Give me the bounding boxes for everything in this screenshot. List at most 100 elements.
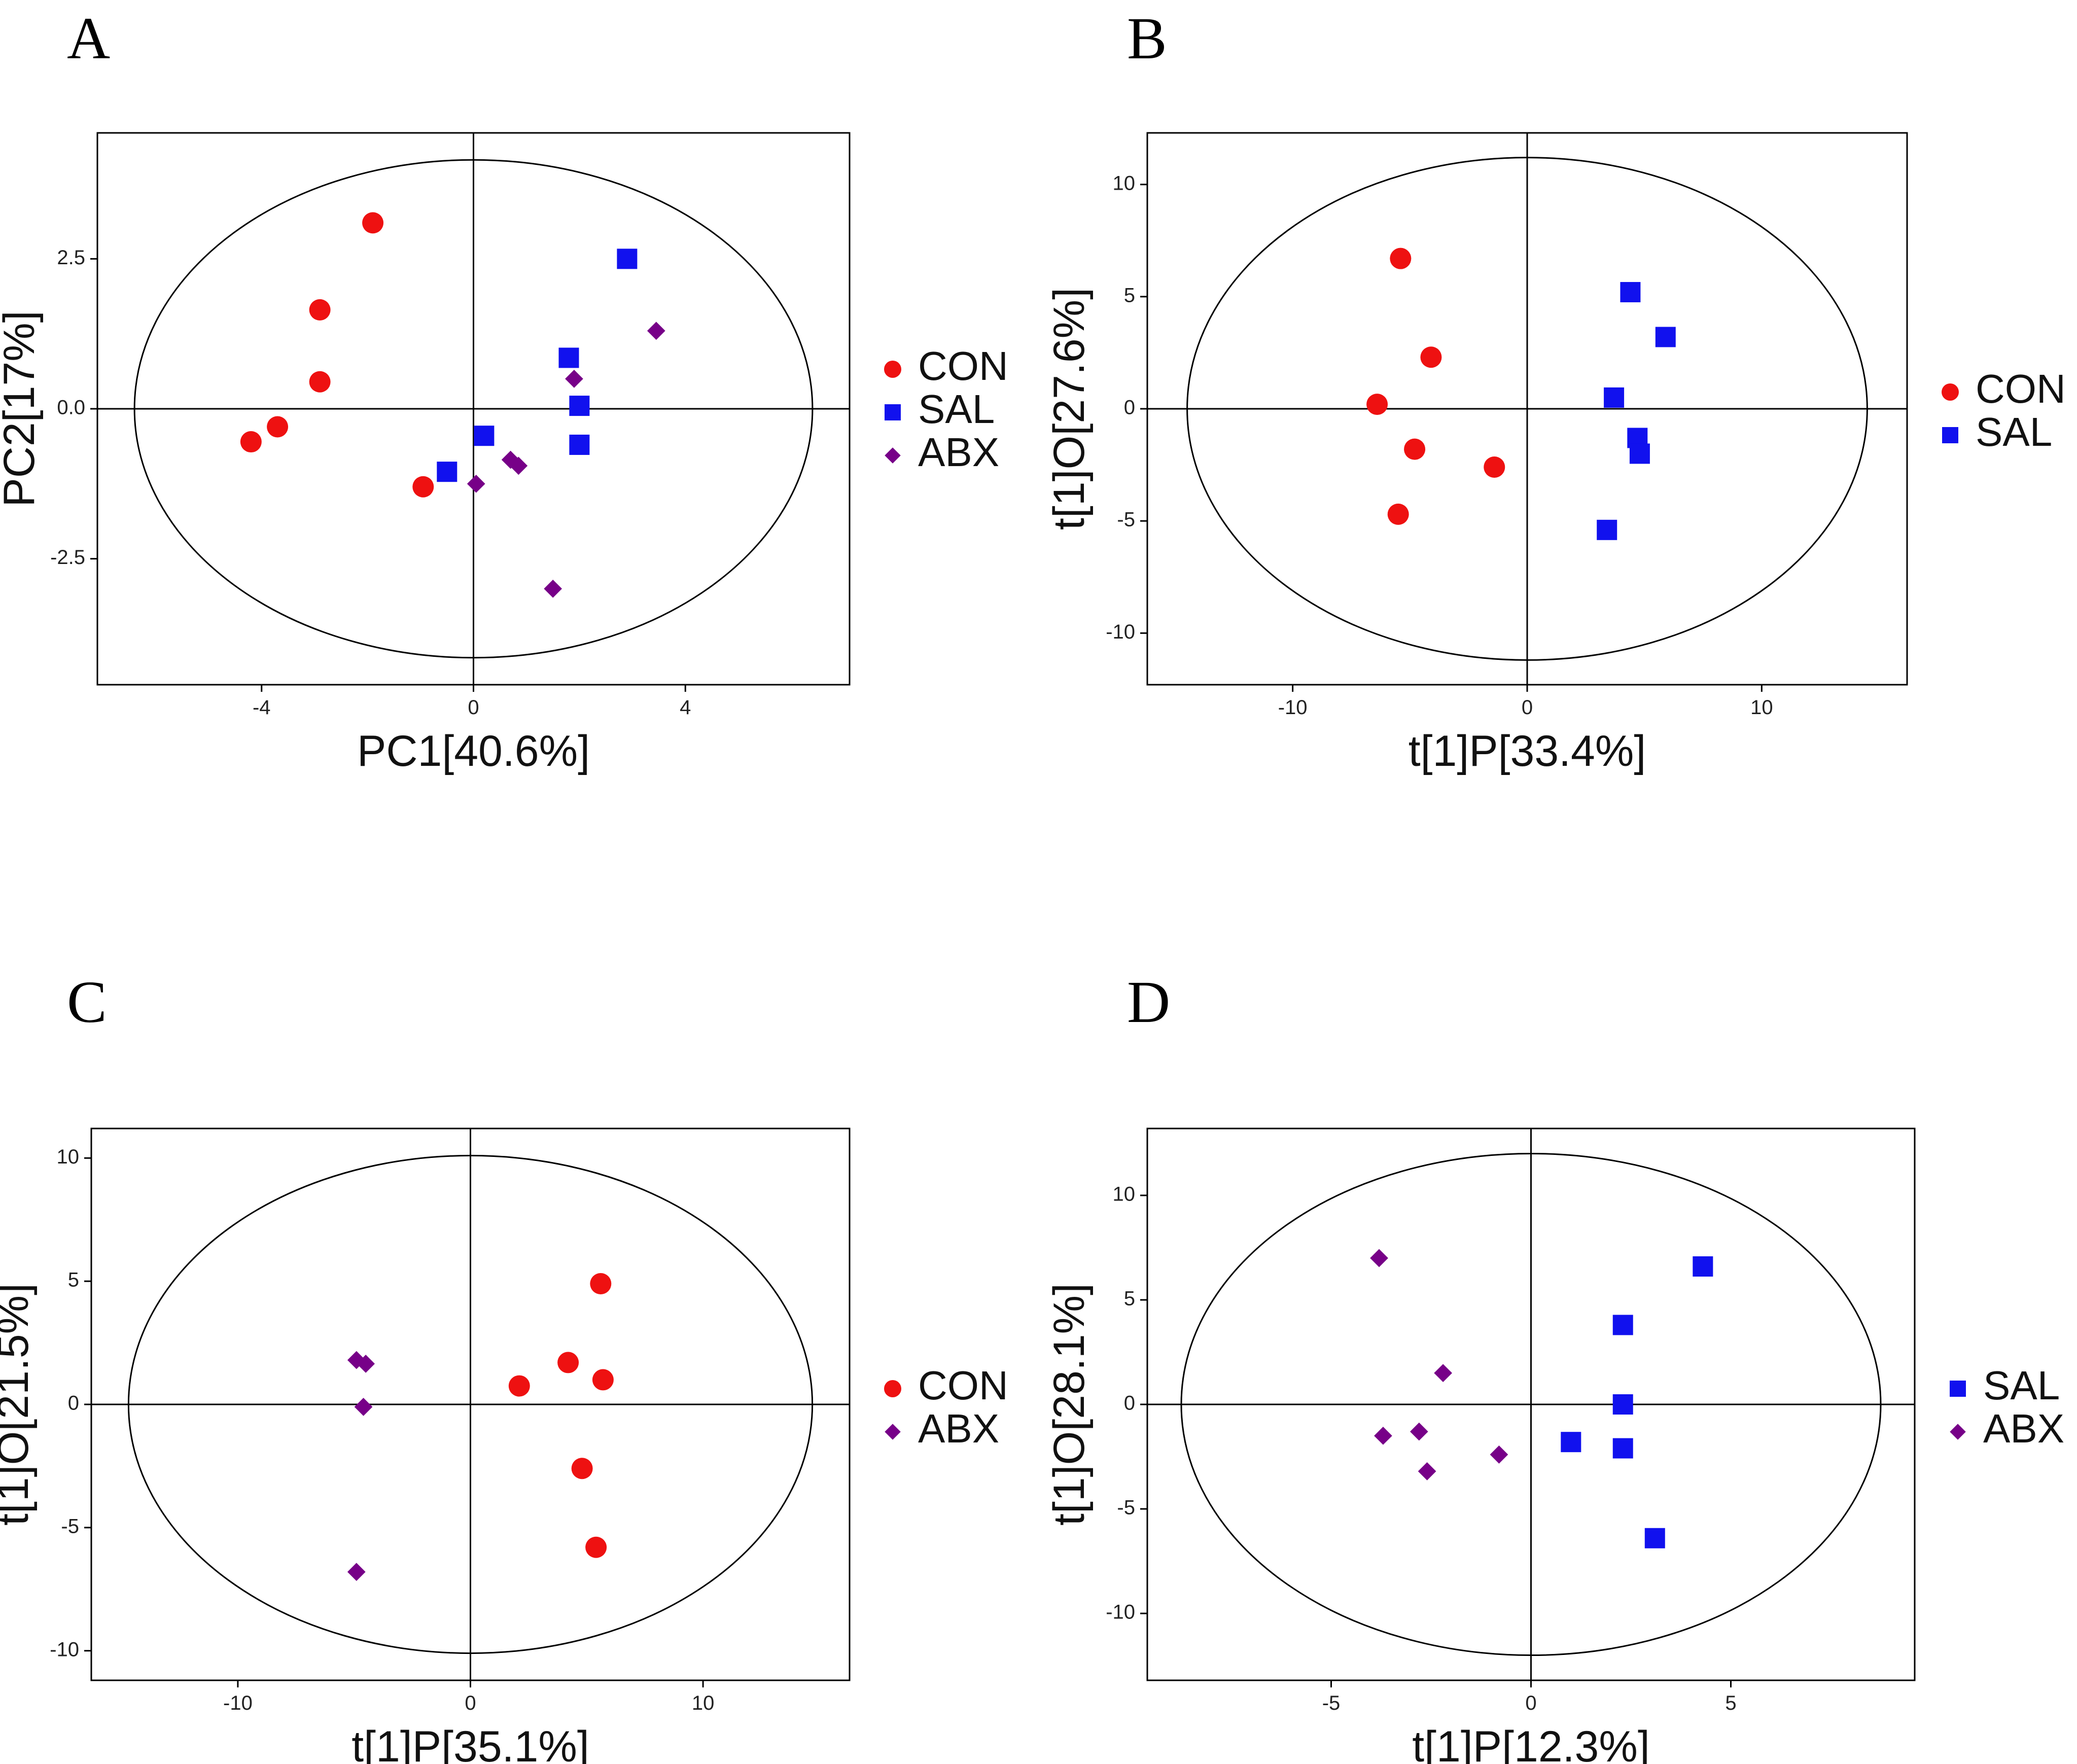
panel-b: B -10 0 10 -10 -5 0 5 10 t[1]P[33.4%] t[1]O[27.6%]… <box>1045 5 2066 775</box>
data-point-con <box>1404 438 1426 460</box>
legend-marker-con <box>884 1380 901 1397</box>
x-axis-title: t[1]P[33.4%] <box>1409 727 1646 775</box>
legend-marker-con <box>884 361 901 378</box>
y-tick-label: 0 <box>1124 1392 1135 1415</box>
data-point-con <box>585 1536 607 1558</box>
x-tick-label: 4 <box>680 696 691 719</box>
x-tick-label: -10 <box>1278 696 1308 719</box>
legend-label-con: CON <box>918 343 1008 389</box>
legend-label-abx: ABX <box>1983 1406 2064 1451</box>
legend-marker-abx <box>885 1424 901 1440</box>
data-point-con <box>592 1369 614 1391</box>
y-tick-label: -5 <box>1117 509 1135 531</box>
data-point-abx <box>1374 1426 1392 1445</box>
data-point-sal <box>1612 1438 1633 1459</box>
confidence-ellipse <box>1180 1152 1882 1656</box>
data-point-con <box>571 1458 593 1479</box>
y-tick-label: 5 <box>68 1269 79 1291</box>
data-point-con <box>1420 346 1442 368</box>
data-point-con <box>557 1352 579 1373</box>
data-point-sal <box>1612 1315 1633 1335</box>
data-point-con <box>508 1375 530 1397</box>
y-tick-label: 5 <box>1124 284 1135 306</box>
panel-d: D -5 0 5 -10 -5 0 5 10 t[1]P[12.3%] t[1]O[28.1%] SA… <box>1045 969 2064 1764</box>
legend-label-sal: SAL <box>918 386 995 432</box>
data-point-sal <box>558 347 579 368</box>
data-point-con <box>240 431 262 453</box>
data-point-sal <box>617 249 638 269</box>
legend-marker-con <box>1942 383 1959 401</box>
y-axis-title: t[1]O[27.6%] <box>1045 288 1094 530</box>
confidence-ellipse <box>1186 157 1868 661</box>
data-point-abx <box>467 474 485 493</box>
legend-label-abx: ABX <box>918 430 999 475</box>
data-point-abx <box>357 1355 375 1373</box>
x-tick-label: -10 <box>223 1692 253 1714</box>
data-point-sal <box>569 434 590 455</box>
x-tick-label: 0 <box>1522 696 1533 719</box>
x-tick-label: 0 <box>1525 1692 1536 1714</box>
x-tick-label: 5 <box>1725 1692 1736 1714</box>
y-axis-title: t[1]O[28.1%] <box>1045 1283 1094 1526</box>
x-axis-title: t[1]P[12.3%] <box>1412 1722 1650 1764</box>
y-axis-title: t[1]O[21.5%] <box>0 1283 38 1526</box>
x-tick-label: 0 <box>465 1692 476 1714</box>
panel-letter: D <box>1127 969 1170 1035</box>
legend-marker-abx <box>885 447 901 464</box>
legend-marker-sal <box>1950 1381 1966 1397</box>
data-point-sal <box>474 426 495 446</box>
y-tick-label: 0.0 <box>57 397 85 419</box>
legend-marker-abx <box>1950 1424 1966 1440</box>
legend-label-sal: SAL <box>1976 409 2052 454</box>
data-point-sal <box>1655 327 1676 347</box>
y-axis-title: PC2[17%] <box>0 310 44 507</box>
x-tick-label: 10 <box>692 1692 715 1714</box>
data-point-con <box>309 299 331 321</box>
data-point-abx <box>1370 1249 1388 1267</box>
data-point-sal <box>1620 282 1641 303</box>
data-point-abx <box>354 1398 373 1416</box>
confidence-ellipse <box>133 159 814 659</box>
data-point-sal <box>1561 1432 1581 1453</box>
data-point-sal <box>1604 387 1625 408</box>
y-tick-label: 5 <box>1124 1288 1135 1310</box>
panel-letter: B <box>1127 5 1167 72</box>
y-tick-label: 2.5 <box>57 246 85 269</box>
y-tick-label: 10 <box>57 1146 80 1168</box>
y-tick-label: -2.5 <box>50 546 85 569</box>
data-point-sal <box>1644 1528 1665 1548</box>
panel-a: A -4 0 4 -2.5 0.0 2.5 PC1[40.6%] PC2[17%] CONSALA… <box>0 5 1008 775</box>
data-point-abx <box>1418 1462 1436 1480</box>
panel-c: C -10 0 10 -10 -5 0 5 10 t[1]P[35.1%] t[1]O[21.5%]… <box>0 969 1008 1764</box>
data-point-con <box>590 1273 612 1294</box>
data-point-abx <box>565 370 583 388</box>
data-point-sal <box>569 396 590 416</box>
data-point-sal <box>1612 1394 1633 1415</box>
legend-label-sal: SAL <box>1983 1363 2060 1408</box>
y-tick-label: -5 <box>61 1515 79 1537</box>
data-point-abx <box>1490 1445 1508 1464</box>
x-tick-label: 0 <box>468 696 479 719</box>
data-point-abx <box>1410 1422 1428 1441</box>
x-tick-label: 10 <box>1750 696 1773 719</box>
data-point-abx <box>1434 1364 1452 1383</box>
x-tick-label: -4 <box>253 696 271 719</box>
y-tick-label: -5 <box>1117 1497 1135 1519</box>
y-tick-label: 0 <box>68 1392 79 1415</box>
data-point-abx <box>347 1563 366 1581</box>
data-point-sal <box>1629 443 1650 464</box>
data-point-sal <box>1693 1256 1713 1277</box>
data-point-con <box>309 371 331 393</box>
data-point-con <box>1366 394 1388 415</box>
x-axis-title: t[1]P[35.1%] <box>351 1722 589 1764</box>
legend-label-con: CON <box>918 1363 1008 1408</box>
data-point-con <box>362 212 384 234</box>
data-point-abx <box>647 322 665 340</box>
data-point-abx <box>544 579 562 598</box>
legend-label-con: CON <box>1976 366 2066 411</box>
confidence-ellipse <box>127 1154 814 1654</box>
